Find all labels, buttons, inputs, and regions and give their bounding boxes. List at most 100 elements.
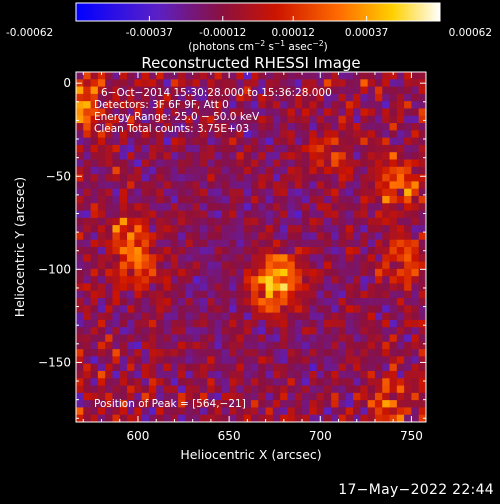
heatmap-cell [141,414,150,422]
heatmap-cell [309,312,318,321]
heatmap-cell [90,152,99,160]
heatmap-cell [360,378,369,387]
heatmap-cell [243,349,252,357]
heatmap-cell [127,137,135,146]
heatmap-cell [134,123,143,131]
heatmap-cell [105,378,113,387]
heatmap-cell [199,108,208,117]
heatmap-cell [192,268,201,277]
heatmap-cell [163,312,172,321]
colorbar-tick-label: -0.00062 [6,27,53,39]
heatmap-cell [90,72,99,80]
heatmap-cell [156,86,164,95]
heatmap-cell [302,276,310,284]
heatmap-cell [396,370,405,379]
heatmap-cell [360,210,369,219]
heatmap-cell [148,181,157,190]
heatmap-cell [396,407,405,416]
heatmap-cell [418,349,426,357]
heatmap-cell [404,115,412,124]
heatmap-cell [374,414,383,422]
heatmap-cell [163,407,172,416]
heatmap-cell [148,195,157,204]
heatmap-cell [287,407,296,416]
heatmap-cell [294,203,303,212]
heatmap-cell [258,72,267,80]
heatmap-cell [97,392,106,401]
heatmap-cell [287,276,296,284]
heatmap-cell [199,378,208,387]
heatmap-cell [331,232,339,241]
heatmap-cell [148,203,157,212]
heatmap-cell [411,378,420,387]
heatmap-cell [367,319,376,328]
heatmap-cell [192,298,201,306]
heatmap-cell [243,378,252,387]
heatmap-cell [199,115,208,124]
heatmap-cell [382,290,391,299]
heatmap-cell [396,283,405,292]
heatmap-cell [134,305,143,314]
heatmap-cell [214,93,223,102]
heatmap-cell [360,363,369,372]
heatmap-cell [214,174,223,182]
heatmap-cell [345,203,354,212]
heatmap-cell [367,174,376,182]
heatmap-cell [221,400,230,408]
heatmap-cell [251,130,259,139]
heatmap-cell [97,378,106,387]
heatmap-cell [418,400,426,408]
heatmap-cell [272,363,281,372]
heatmap-cell [265,217,274,226]
heatmap-cell [411,341,420,350]
heatmap-cell [156,144,164,153]
heatmap-cell [214,341,223,350]
heatmap-cell [105,123,113,131]
heatmap-cell [229,334,237,343]
heatmap-cell [367,225,376,233]
heatmap-cell [112,400,121,408]
heatmap-cell [396,385,405,394]
heatmap-cell [170,414,179,422]
heatmap-cell [353,108,361,117]
heatmap-cell [331,407,339,416]
heatmap-cell [302,290,310,299]
heatmap-cell [83,319,92,328]
heatmap-cell [236,378,245,387]
heatmap-cell [207,268,216,277]
heatmap-cell [156,79,164,88]
heatmap-cell [418,93,426,102]
heatmap-cell [178,203,186,212]
heatmap-cell [280,378,288,387]
heatmap-cell [192,217,201,226]
heatmap-cell [127,181,135,190]
heatmap-cell [185,283,194,292]
heatmap-cell [90,414,99,422]
heatmap-cell [418,174,426,182]
heatmap-cell [404,290,412,299]
heatmap-cell [345,385,354,394]
heatmap-cell [185,101,194,109]
heatmap-cell [229,217,237,226]
heatmap-cell [97,312,106,321]
heatmap-cell [294,86,303,95]
heatmap-cell [207,341,216,350]
heatmap-cell [76,72,84,80]
heatmap-cell [345,341,354,350]
heatmap-cell [199,174,208,182]
heatmap-cell [178,414,186,422]
heatmap-cell [404,232,412,241]
heatmap-cell [418,115,426,124]
heatmap-cell [134,319,143,328]
heatmap-cell [418,261,426,270]
heatmap-cell [119,166,128,175]
heatmap-cell [338,312,347,321]
heatmap-cell [134,261,143,270]
heatmap-cell [309,414,318,422]
heatmap-cell [83,349,92,357]
heatmap-cell [178,312,186,321]
heatmap-cell [360,159,369,168]
heatmap-cell [163,305,172,314]
heatmap-cell [221,217,230,226]
heatmap-cell [119,312,128,321]
